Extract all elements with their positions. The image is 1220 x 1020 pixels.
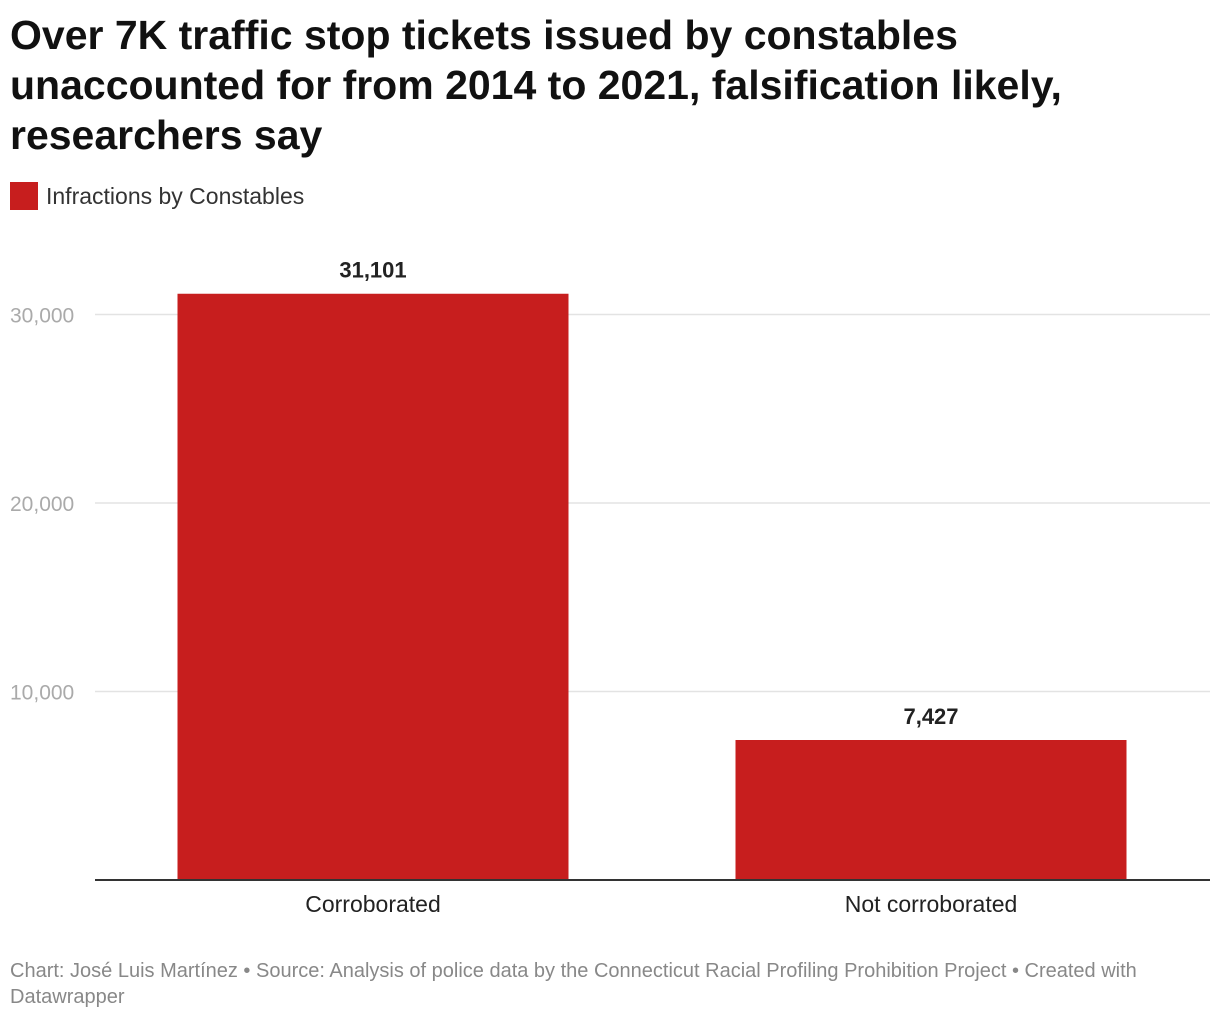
bar-value-label: 31,101 bbox=[339, 258, 406, 283]
x-tick-label: Not corroborated bbox=[845, 891, 1018, 917]
bar bbox=[177, 293, 569, 880]
x-tick-label: Corroborated bbox=[305, 891, 441, 917]
legend-label: Infractions by Constables bbox=[46, 182, 305, 209]
y-tick-label: 30,000 bbox=[10, 305, 74, 328]
bar-value-label: 7,427 bbox=[903, 704, 958, 729]
legend-swatch bbox=[10, 182, 38, 210]
bar bbox=[735, 740, 1127, 880]
y-tick-label: 10,000 bbox=[10, 682, 74, 705]
bar-chart: 10,000 20,000 30,000 31,101 Corroborated 7,42… bbox=[10, 258, 1210, 917]
y-tick-label: 20,000 bbox=[10, 493, 74, 516]
chart-title: Over 7K traffic stop tickets issued by c… bbox=[10, 12, 1062, 158]
legend: Infractions by Constables bbox=[10, 182, 304, 210]
chart-footer: Chart: José Luis Martínez • Source: Anal… bbox=[10, 960, 1137, 1008]
